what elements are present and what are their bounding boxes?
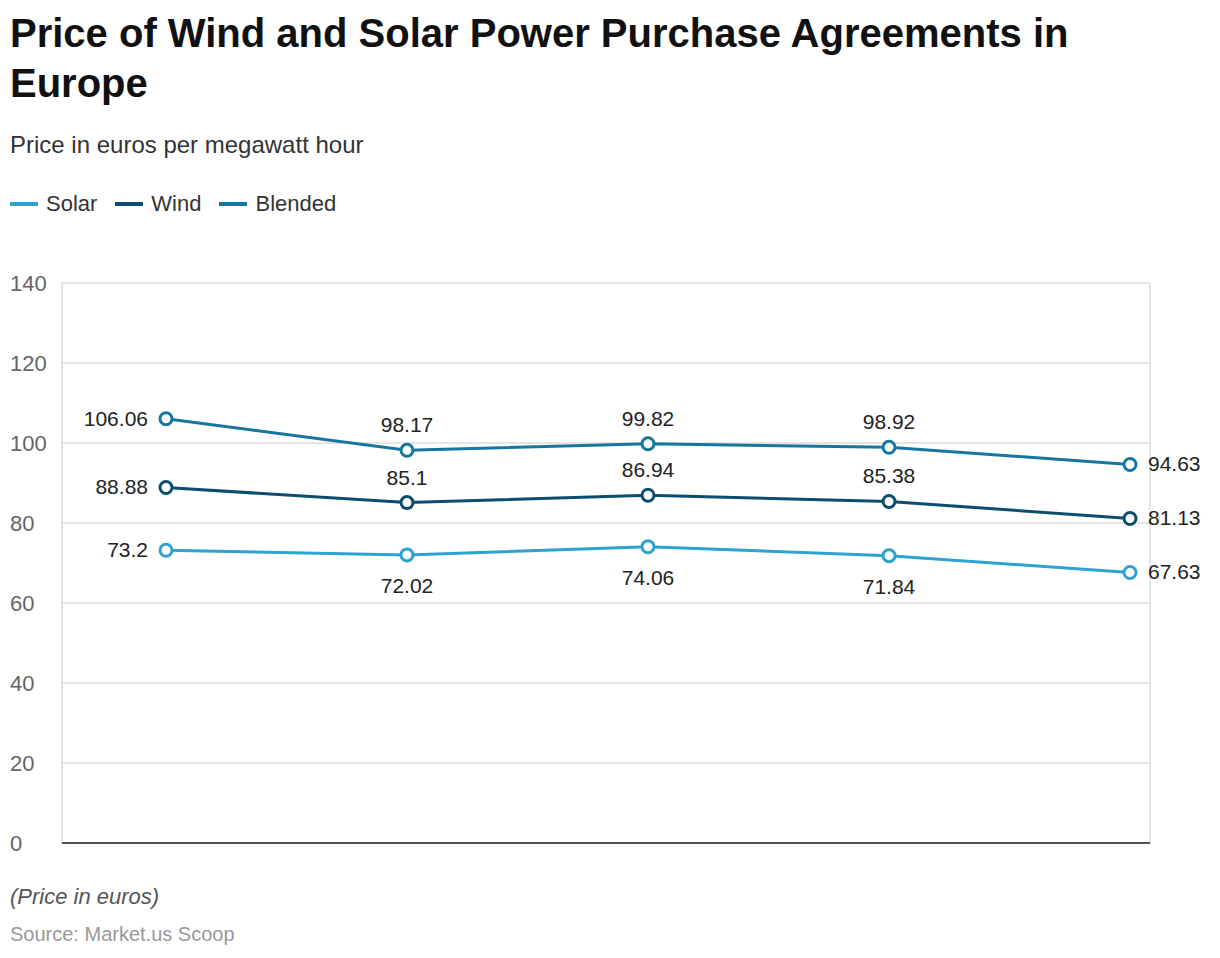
svg-text:60: 60 bbox=[10, 591, 34, 616]
html-text:Source: Market.us Scoop: Source: Market.us Scoop bbox=[10, 923, 235, 945]
html-text:Solar: Solar bbox=[46, 191, 98, 216]
html-text:(Price in euros): (Price in euros) bbox=[10, 884, 160, 909]
svg-text:98.17: 98.17 bbox=[381, 413, 434, 436]
svg-text:94.63: 94.63 bbox=[1148, 452, 1201, 475]
svg-text:86.94: 86.94 bbox=[622, 458, 675, 481]
svg-text:100: 100 bbox=[10, 431, 47, 456]
svg-text:140: 140 bbox=[10, 271, 47, 296]
svg-text:80: 80 bbox=[10, 511, 34, 536]
svg-text:81.13: 81.13 bbox=[1148, 506, 1201, 529]
svg-text:67.63: 67.63 bbox=[1148, 560, 1201, 583]
svg-text:99.82: 99.82 bbox=[622, 407, 675, 430]
html-text:Price in euros per megawatt ho: Price in euros per megawatt hour bbox=[10, 131, 364, 158]
svg-text:120: 120 bbox=[10, 351, 47, 376]
svg-text:72.02: 72.02 bbox=[381, 574, 434, 597]
svg-text:85.1: 85.1 bbox=[387, 466, 428, 489]
html-text:Wind: Wind bbox=[151, 191, 202, 216]
svg-text:40: 40 bbox=[10, 671, 34, 696]
svg-text:85.38: 85.38 bbox=[863, 464, 916, 487]
svg-text:74.06: 74.06 bbox=[622, 566, 675, 589]
svg-text:0: 0 bbox=[10, 831, 22, 856]
svg-text:98.92: 98.92 bbox=[863, 410, 916, 433]
svg-text:106.06: 106.06 bbox=[84, 407, 148, 430]
svg-text:71.84: 71.84 bbox=[863, 575, 916, 598]
svg-text:88.88: 88.88 bbox=[95, 475, 148, 498]
svg-text:20: 20 bbox=[10, 751, 34, 776]
html-text:Blended: Blended bbox=[255, 191, 337, 216]
html-text:Price of Wind and Solar Power: Price of Wind and Solar Power Purchase A… bbox=[10, 11, 1069, 105]
svg-text:73.2: 73.2 bbox=[107, 538, 148, 561]
